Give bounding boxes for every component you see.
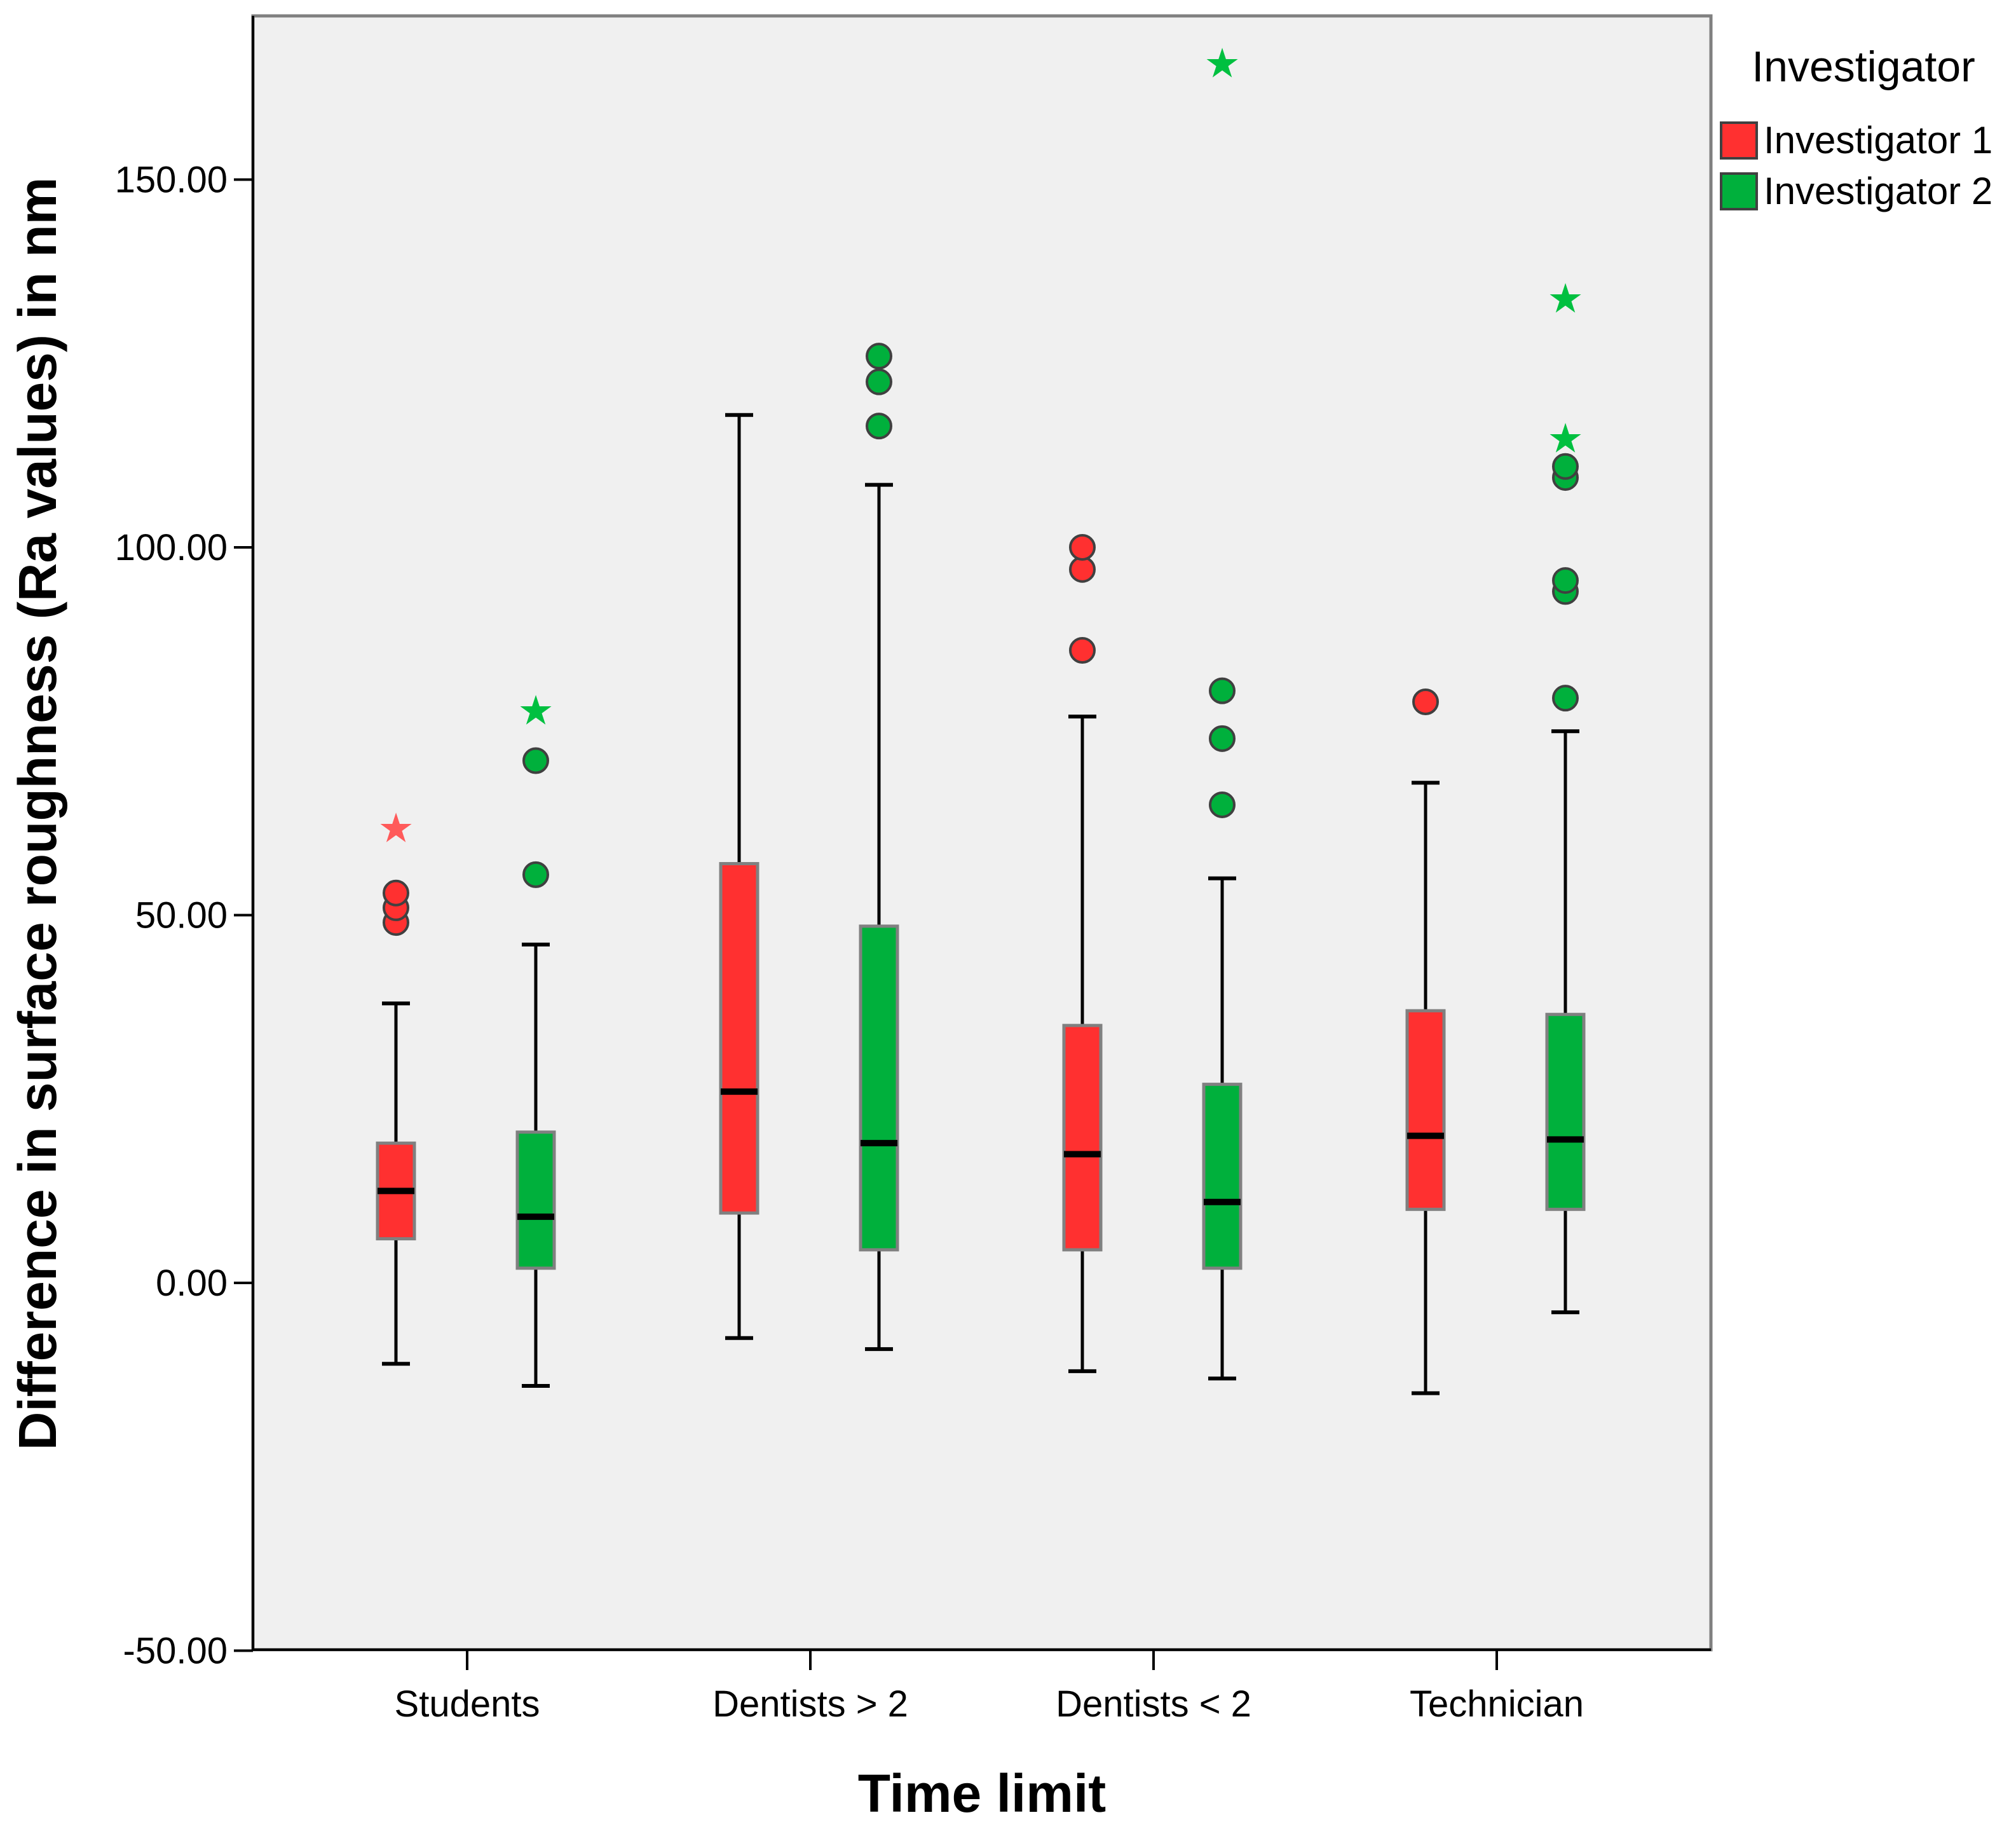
y-axis-title: Difference in surface roughness (Ra valu… [8, 177, 67, 1451]
outlier-point [866, 368, 892, 395]
box-iqr [1405, 1009, 1446, 1211]
outlier-point [522, 747, 549, 774]
outlier-point [1412, 688, 1439, 715]
extreme-star: ★ [517, 688, 554, 735]
legend-swatch [1720, 172, 1758, 210]
legend-swatch [1720, 121, 1758, 160]
box-iqr [1062, 1024, 1103, 1252]
y-tick-label: 150.00 [115, 160, 228, 201]
outlier-point [866, 413, 892, 440]
x-tick-label: Dentists > 2 [712, 1683, 908, 1725]
x-tick-label: Dentists < 2 [1056, 1683, 1251, 1725]
legend-label: Investigator 1 [1764, 119, 1992, 161]
outlier-point [1209, 791, 1236, 818]
y-tick-label: 0.00 [156, 1263, 228, 1304]
box-group: ★ [376, 805, 416, 1366]
outlier-point [1209, 677, 1236, 704]
box-group [1062, 534, 1103, 1373]
box-group [719, 413, 759, 1340]
box-iqr [1545, 1013, 1586, 1211]
legend-label: Investigator 2 [1764, 170, 1992, 212]
outlier-point [1069, 636, 1096, 664]
outlier-point [1069, 556, 1096, 583]
outlier-point [383, 879, 409, 907]
x-tick-label: Students [395, 1683, 540, 1725]
box-group: ★★ [1545, 276, 1586, 1315]
box-iqr [859, 924, 899, 1252]
legend: Investigator Investigator 1 Investigator … [1720, 43, 1992, 212]
outlier-point [1552, 567, 1579, 594]
extreme-star: ★ [1547, 276, 1583, 323]
outlier-point [1069, 534, 1096, 561]
y-tick-label: 100.00 [115, 527, 228, 568]
legend-item: Investigator 2 [1720, 170, 1992, 212]
extreme-star: ★ [378, 805, 414, 853]
outlier-point [1552, 685, 1579, 712]
extreme-star: ★ [1547, 415, 1583, 462]
box-group [859, 343, 899, 1352]
legend-item: Investigator 1 [1720, 119, 1992, 161]
legend-title: Investigator [1752, 43, 1975, 91]
y-tick-label: -50.00 [123, 1631, 228, 1672]
outlier-point [1209, 725, 1236, 752]
extreme-star: ★ [1204, 40, 1240, 87]
x-axis-title: Time limit [858, 1764, 1107, 1822]
x-tick-label: Technician [1410, 1683, 1584, 1725]
box-iqr [719, 862, 759, 1215]
box-iqr [1202, 1083, 1243, 1270]
y-tick-label: 50.00 [135, 895, 228, 936]
plot-area [251, 14, 1713, 1652]
box-group: ★ [515, 688, 556, 1388]
outlier-point [866, 343, 892, 370]
outlier-point [522, 861, 549, 888]
outlier-point [1552, 453, 1579, 480]
box-group: ★ [1202, 40, 1243, 1381]
box-iqr [515, 1130, 556, 1270]
box-group [1405, 688, 1446, 1395]
